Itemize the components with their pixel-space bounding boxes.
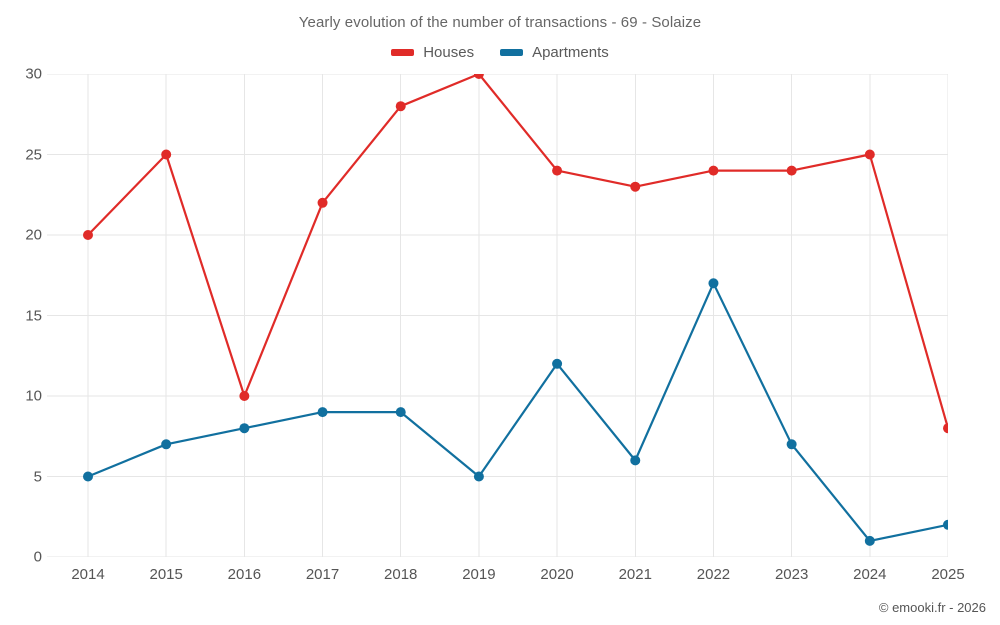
data-point-houses-2016[interactable] xyxy=(239,391,250,401)
x-axis-tick-label: 2025 xyxy=(931,566,965,583)
x-axis-tick-label: 2019 xyxy=(462,566,496,583)
data-point-houses-2020[interactable] xyxy=(552,165,563,176)
x-axis-tick-label: 2023 xyxy=(774,566,809,583)
data-point-houses-2019[interactable] xyxy=(473,74,484,79)
data-point-houses-2023[interactable] xyxy=(786,165,797,176)
x-axis-tick-label: 2016 xyxy=(227,566,262,583)
data-point-houses-2022[interactable] xyxy=(708,165,719,176)
data-point-apartments-2021[interactable] xyxy=(630,455,641,466)
plot-area xyxy=(47,74,948,557)
y-axis-tick-label: 5 xyxy=(33,468,42,485)
y-axis-tick-label: 10 xyxy=(25,387,42,405)
data-point-houses-2015[interactable] xyxy=(161,149,172,160)
legend-item-apartments[interactable]: Apartments xyxy=(500,44,609,61)
legend-item-label: Houses xyxy=(423,44,475,61)
data-point-apartments-2024[interactable] xyxy=(864,535,875,546)
x-axis-tick-label: 2022 xyxy=(696,566,731,583)
legend-item-houses[interactable]: Houses xyxy=(391,44,474,61)
page-title: Yearly evolution of the number of transa… xyxy=(298,14,702,31)
data-point-apartments-2025[interactable] xyxy=(943,519,948,530)
data-point-apartments-2017[interactable] xyxy=(317,407,328,418)
legend-item-label: Apartments xyxy=(532,44,609,61)
series-line-apartments xyxy=(86,282,948,542)
data-point-apartments-2018[interactable] xyxy=(395,407,406,418)
data-point-apartments-2019[interactable] xyxy=(473,471,484,482)
data-point-houses-2017[interactable] xyxy=(317,197,328,208)
x-axis-tick-label: 2018 xyxy=(384,566,418,583)
data-point-houses-2014[interactable] xyxy=(83,230,93,240)
line-chart-svg xyxy=(47,74,948,557)
x-axis-tick-label: 2017 xyxy=(305,566,340,583)
y-axis-tick-label: 30 xyxy=(25,65,42,83)
data-point-apartments-2015[interactable] xyxy=(161,439,172,450)
y-axis-tick-label: 0 xyxy=(33,548,42,566)
data-point-apartments-2014[interactable] xyxy=(83,471,93,482)
data-point-houses-2021[interactable] xyxy=(630,181,641,192)
y-axis-tick-label: 15 xyxy=(25,307,42,324)
x-axis-tick-label: 2014 xyxy=(71,566,105,583)
x-axis-tick-label: 2015 xyxy=(149,566,183,583)
chart-legend: Houses Apartments xyxy=(0,44,1000,61)
x-axis-tick-label: 2024 xyxy=(853,566,887,583)
y-axis-tick-label: 20 xyxy=(25,226,42,244)
x-axis-tick-label: 2020 xyxy=(540,566,574,583)
x-axis-tick-label: 2021 xyxy=(618,566,652,583)
copyright-footer: © emooki.fr - 2026 xyxy=(878,600,986,615)
legend-swatch-icon xyxy=(391,49,415,56)
data-point-apartments-2022[interactable] xyxy=(708,278,719,289)
data-point-houses-2024[interactable] xyxy=(864,149,875,160)
series-line-houses xyxy=(86,74,948,430)
data-point-apartments-2020[interactable] xyxy=(552,358,563,369)
data-point-houses-2018[interactable] xyxy=(395,101,406,112)
legend-swatch-icon xyxy=(500,49,524,56)
y-axis-tick-label: 25 xyxy=(25,146,42,163)
data-point-apartments-2016[interactable] xyxy=(239,423,250,434)
y-axis-labels: 0 5 10 15 20 25 30 xyxy=(0,0,42,625)
data-point-apartments-2023[interactable] xyxy=(786,439,797,450)
data-point-houses-2025[interactable] xyxy=(943,423,948,434)
